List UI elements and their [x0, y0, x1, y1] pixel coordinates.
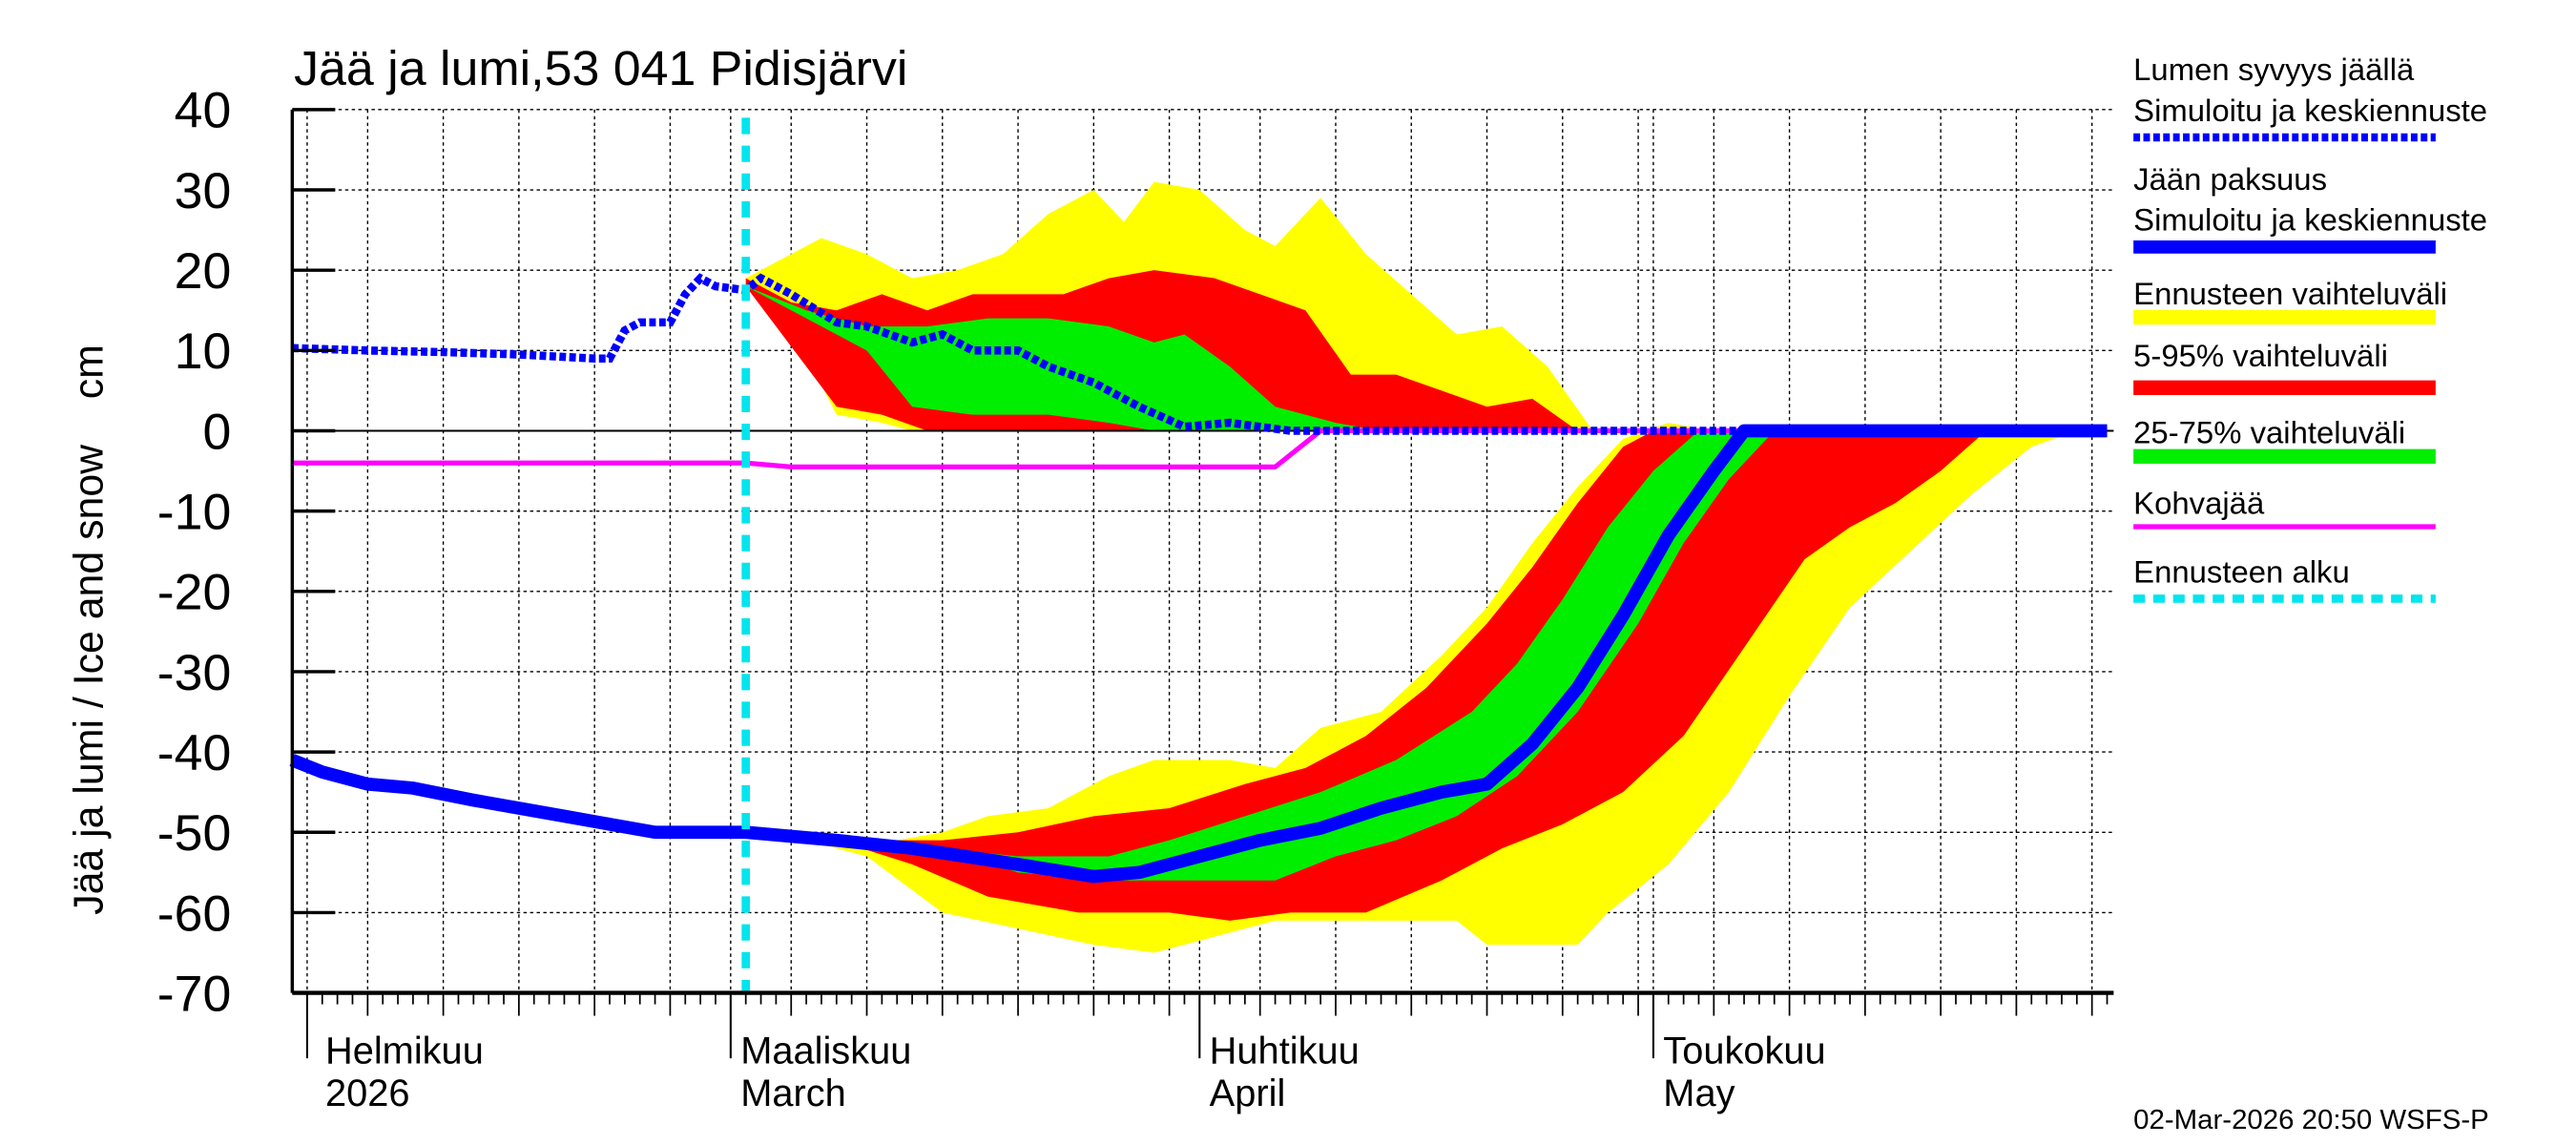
legend-label: 25-75% vaihteluväli	[2133, 415, 2405, 450]
legend-label: Jään paksuus	[2133, 161, 2327, 197]
y-tick-label: 0	[202, 405, 231, 461]
footer-timestamp: 02-Mar-2026 20:50 WSFS-P	[2133, 1104, 2489, 1135]
y-tick-label: 20	[175, 243, 232, 300]
month-label-fi: Toukokuu	[1663, 1030, 1825, 1072]
y-tick-label: 30	[175, 163, 232, 219]
month-label-fi: Huhtikuu	[1210, 1030, 1360, 1072]
band-25-75-snow	[745, 286, 1381, 431]
month-label-en: April	[1210, 1072, 1286, 1114]
legend-sublabel: Simuloitu ja keskiennuste	[2133, 202, 2487, 238]
slush-ice-line	[292, 427, 2108, 469]
month-label-fi: Maaliskuu	[740, 1030, 911, 1072]
band-25-75-ice	[942, 430, 1775, 881]
band-5-95-ice	[836, 430, 1986, 921]
month-label-en: 2026	[325, 1072, 410, 1114]
legend-label: Lumen syvyys jäällä	[2133, 52, 2415, 87]
legend-label: Kohvajää	[2133, 485, 2265, 520]
y-tick-label: 40	[175, 83, 232, 139]
y-tick-label: -50	[157, 805, 232, 862]
y-tick-label: -30	[157, 645, 232, 701]
y-tick-label: -60	[157, 885, 232, 942]
y-tick-label: -40	[157, 725, 232, 781]
legend: Lumen syvyys jäällä Simuloitu ja keskienn…	[2133, 52, 2487, 603]
ice-thickness-line	[289, 424, 2108, 884]
axes: 40 30 20 10 0 -10 -20 -30 -40 -50 -60 -70 Helmikuu20…	[157, 83, 2114, 1114]
legend-label: Ennusteen alku	[2133, 553, 2350, 589]
y-tick-label: -20	[157, 565, 232, 621]
month-label-en: May	[1663, 1072, 1735, 1114]
legend-sublabel: Simuloitu ja keskiennuste	[2133, 93, 2487, 128]
month-label-en: March	[740, 1072, 846, 1114]
bands	[745, 181, 2077, 953]
y-tick-label: -10	[157, 485, 232, 541]
legend-label: Ennusteen vaihteluväli	[2133, 276, 2447, 311]
chart-title: Jää ja lumi,53 041 Pidisjärvi	[294, 40, 907, 95]
month-label-fi: Helmikuu	[325, 1030, 484, 1072]
y-axis-label: Jää ja lumi / Ice and snow cm	[66, 344, 112, 915]
y-tick-label: -70	[157, 967, 232, 1023]
snow-depth-line	[291, 273, 2108, 435]
y-tick-label: 10	[175, 323, 232, 380]
legend-label: 5-95% vaihteluväli	[2133, 338, 2388, 373]
lines	[289, 117, 2114, 993]
